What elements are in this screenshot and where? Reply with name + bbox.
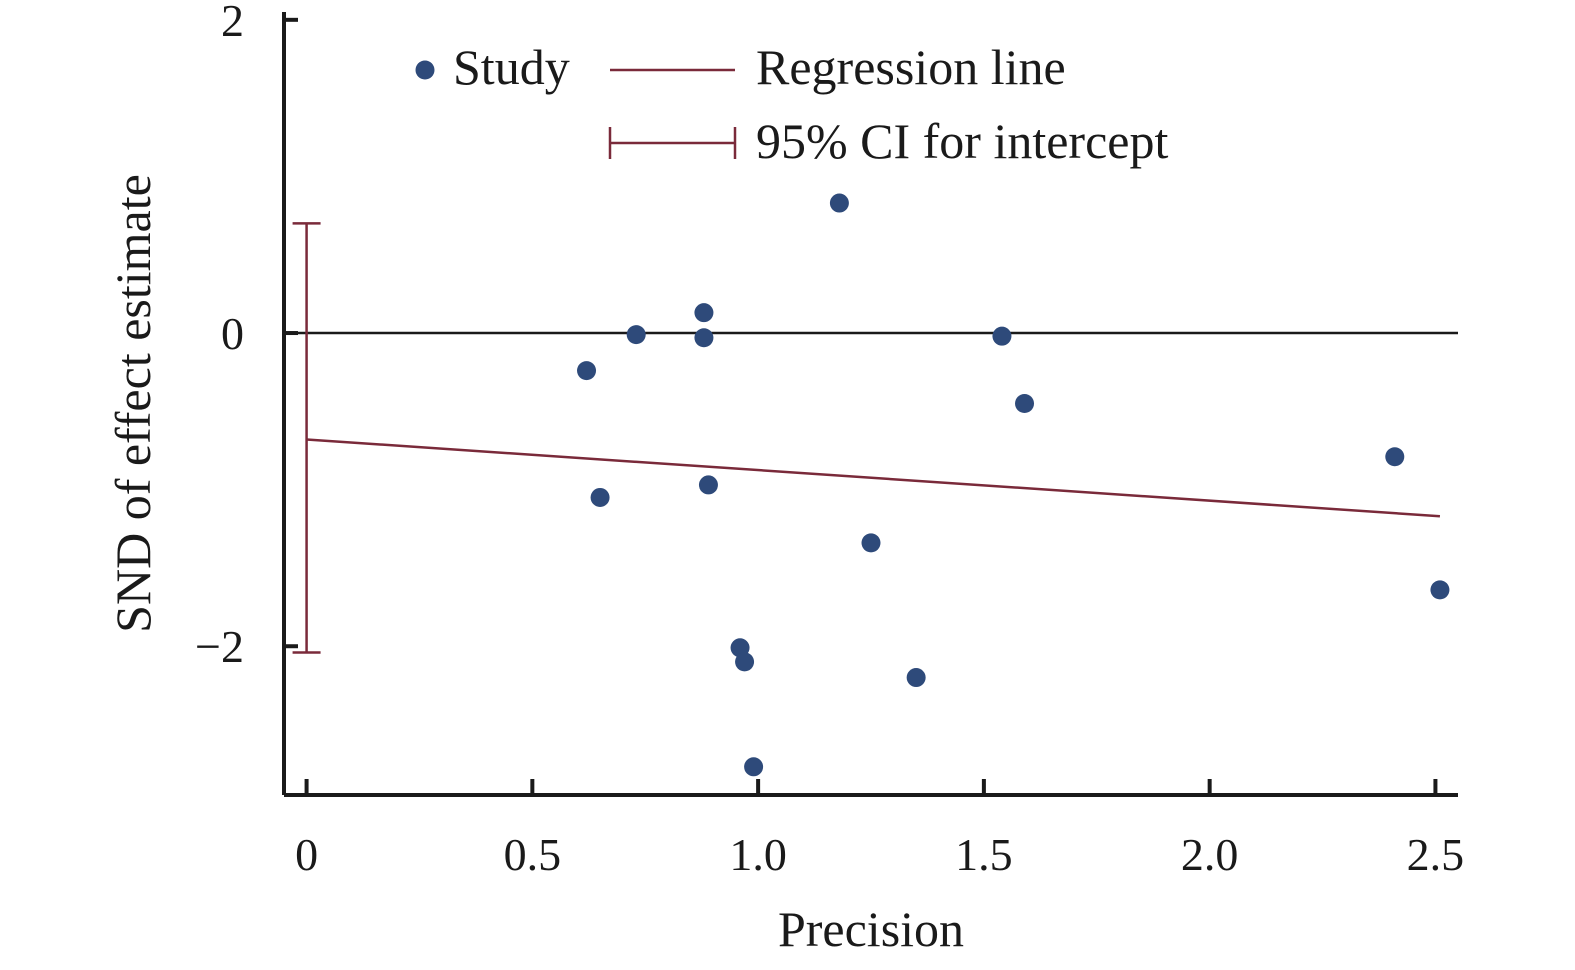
legend: Study Regression line 95% CI for intercept [415,39,1168,169]
study-point [1385,447,1405,467]
study-point [1430,580,1450,600]
y-tick-label: 2 [221,0,244,46]
x-tick-label: 0.5 [504,829,562,880]
y-axis-title: SND of effect estimate [105,174,161,633]
study-point [698,475,718,495]
study-point [626,325,646,345]
y-tick-label: −2 [195,621,244,672]
study-point [992,326,1012,346]
legend-study-marker [415,60,435,80]
x-tick-label: 1.5 [955,829,1013,880]
x-tick-label: 2.5 [1407,829,1465,880]
legend-ci-label: 95% CI for intercept [756,113,1168,169]
study-point [861,533,881,553]
axes: −2 0 2 0 0.5 1.0 1.5 2.0 2.5 Precision SND of effe… [105,0,1464,957]
y-tick-label: 0 [221,308,244,359]
legend-regression-label: Regression line [756,39,1066,95]
regression-line [306,438,1441,518]
study-point [577,361,597,381]
x-tick-label: 0 [295,829,318,880]
study-point [590,487,610,507]
study-point [1015,394,1035,413]
legend-study-label: Study [453,39,570,95]
study-point [694,328,714,348]
study-point [829,193,849,213]
study-point [694,303,714,323]
x-tick-label: 1.0 [729,829,787,880]
x-axis-title: Precision [778,901,964,957]
study-point [735,652,755,672]
study-point [744,757,764,777]
study-point [906,668,926,688]
x-tick-label: 2.0 [1181,829,1239,880]
plot-area [284,193,1458,777]
